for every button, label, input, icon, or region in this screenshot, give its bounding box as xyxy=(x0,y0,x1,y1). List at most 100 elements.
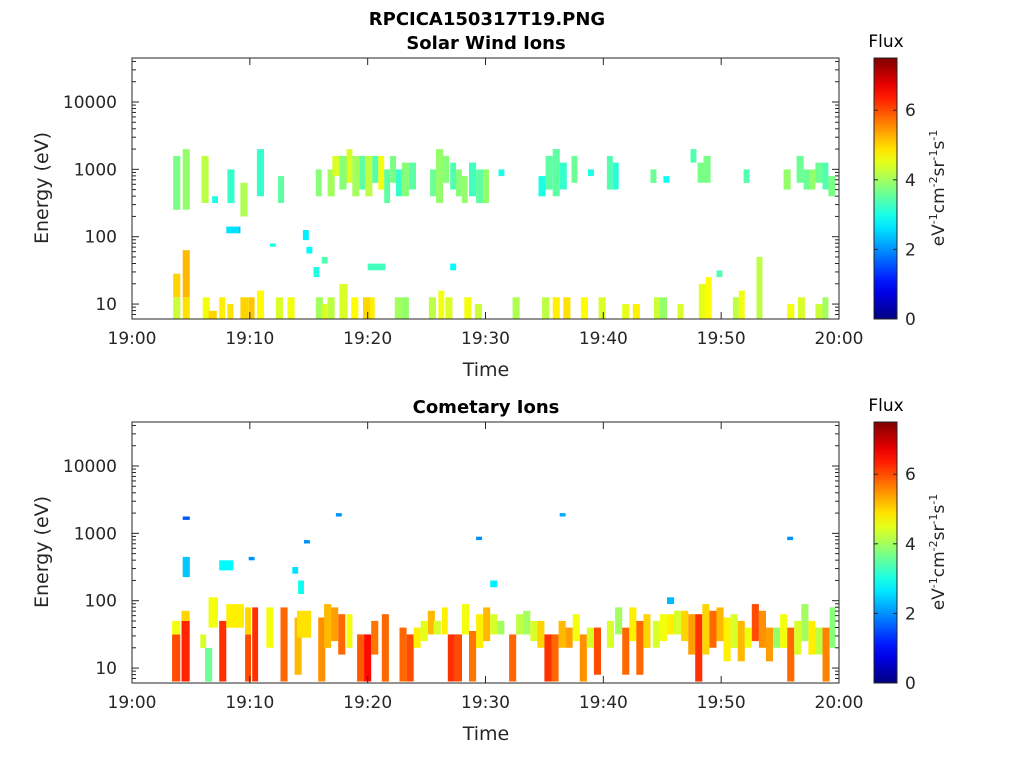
flux-cell xyxy=(352,155,360,197)
flux-cell xyxy=(219,620,227,682)
flux-cell xyxy=(730,614,738,648)
flux-cell xyxy=(606,155,613,190)
flux-cell xyxy=(552,297,560,319)
flux-cell xyxy=(239,226,241,234)
flux-cell xyxy=(598,297,606,319)
flux-cell xyxy=(438,290,445,319)
flux-cell xyxy=(275,297,283,319)
x-axis-label: Time xyxy=(462,359,510,381)
x-tick-label: 19:30 xyxy=(461,693,510,713)
flux-cell xyxy=(372,155,379,183)
y-tick-label: 1000 xyxy=(74,524,117,544)
flux-cell xyxy=(542,297,550,319)
y-axis-label: Energy (eV) xyxy=(31,132,53,244)
flux-cell xyxy=(636,620,644,675)
flux-cell xyxy=(399,627,407,682)
flux-cell xyxy=(227,304,234,319)
flux-cell xyxy=(278,176,284,203)
flux-cell xyxy=(182,516,190,520)
flux-cell xyxy=(292,567,299,574)
flux-cell xyxy=(723,617,731,662)
flux-cell xyxy=(688,614,696,655)
flux-cell xyxy=(663,176,670,183)
flux-cell xyxy=(808,620,816,655)
flux-cell xyxy=(698,283,706,319)
solar-wind-panel: Solar Wind Ions 19:00 19:10 19:20 19:30 19:4… xyxy=(31,32,949,381)
flux-cell xyxy=(551,634,559,682)
flux-cell xyxy=(269,243,276,247)
y-axis-ticks: 10 100 1000 10000 xyxy=(63,60,839,320)
x-tick-label: 19:00 xyxy=(108,329,157,349)
flux-cell xyxy=(695,614,703,682)
flux-cell xyxy=(606,620,614,648)
flux-cell xyxy=(751,604,759,642)
flux-cell xyxy=(318,617,326,682)
flux-cell xyxy=(202,297,210,319)
flux-cell xyxy=(280,607,288,682)
flux-cell xyxy=(461,604,469,635)
flux-cell xyxy=(681,610,689,642)
flux-cell xyxy=(702,604,710,655)
colorbar-gradient xyxy=(874,422,897,683)
flux-cell xyxy=(559,513,566,517)
flux-cell xyxy=(443,155,449,183)
flux-cell xyxy=(172,620,181,635)
flux-cell xyxy=(450,263,457,271)
colorbar-frame xyxy=(873,421,898,684)
x-axis-ticks: 19:00 19:10 19:20 19:30 19:40 19:50 20:00 xyxy=(108,58,864,349)
flux-cell xyxy=(245,634,251,682)
flux-cell xyxy=(181,610,190,621)
flux-cell xyxy=(428,297,436,319)
flux-cell xyxy=(240,182,248,217)
flux-cell xyxy=(256,290,264,319)
colorbar: 0 2 4 6 Flux eV-1cm-2sr-1s-1 xyxy=(868,32,949,330)
flux-cell xyxy=(441,607,448,635)
flux-cell xyxy=(346,149,353,183)
flux-cell xyxy=(173,273,181,298)
flux-cell xyxy=(822,297,829,319)
colorbar-tick-label: 0 xyxy=(905,310,916,330)
flux-cell xyxy=(313,267,320,278)
flux-cell xyxy=(287,297,295,319)
flux-cell xyxy=(654,297,660,319)
flux-cell xyxy=(572,614,580,642)
flux-cell xyxy=(738,290,745,319)
flux-cell xyxy=(394,297,402,319)
flux-cell xyxy=(331,607,339,642)
x-tick-label: 19:10 xyxy=(225,693,274,713)
x-tick-label: 19:40 xyxy=(579,329,628,349)
flux-cell xyxy=(538,176,546,197)
flux-cell xyxy=(447,634,455,682)
flux-cell xyxy=(226,604,244,628)
flux-cell xyxy=(476,614,484,648)
flux-cell xyxy=(205,647,213,682)
flux-cell xyxy=(483,607,491,642)
flux-cell xyxy=(219,560,234,571)
flux-cell xyxy=(509,634,517,682)
x-tick-label: 19:00 xyxy=(108,693,157,713)
flux-cell xyxy=(801,604,809,642)
flux-cell xyxy=(593,627,601,675)
flux-cell xyxy=(200,634,207,648)
flux-cell xyxy=(474,304,482,319)
flux-cell xyxy=(794,620,802,655)
flux-cell xyxy=(248,556,255,561)
flux-cell xyxy=(497,620,505,635)
flux-cell xyxy=(346,614,353,648)
flux-cell xyxy=(737,620,745,662)
x-tick-label: 20:00 xyxy=(815,329,864,349)
flux-cell xyxy=(339,283,348,319)
colorbar-title: Flux xyxy=(868,32,903,52)
flux-cell xyxy=(659,614,667,642)
x-axis-ticks: 19:00 19:10 19:20 19:30 19:40 19:50 20:00 xyxy=(108,422,864,713)
figure-title: RPCICA150317T19.PNG xyxy=(369,9,605,30)
x-tick-label: 19:40 xyxy=(579,693,628,713)
flux-cell xyxy=(182,556,190,578)
flux-cell xyxy=(294,617,302,675)
flux-cell xyxy=(544,634,552,682)
cometary-panel: Cometary Ions 19:00 19:10 19:20 19:30 19:40 1… xyxy=(31,396,949,745)
y-axis-ticks: 10 100 1000 10000 xyxy=(63,424,839,684)
y-tick-label: 100 xyxy=(85,592,117,612)
flux-cell xyxy=(732,297,739,319)
